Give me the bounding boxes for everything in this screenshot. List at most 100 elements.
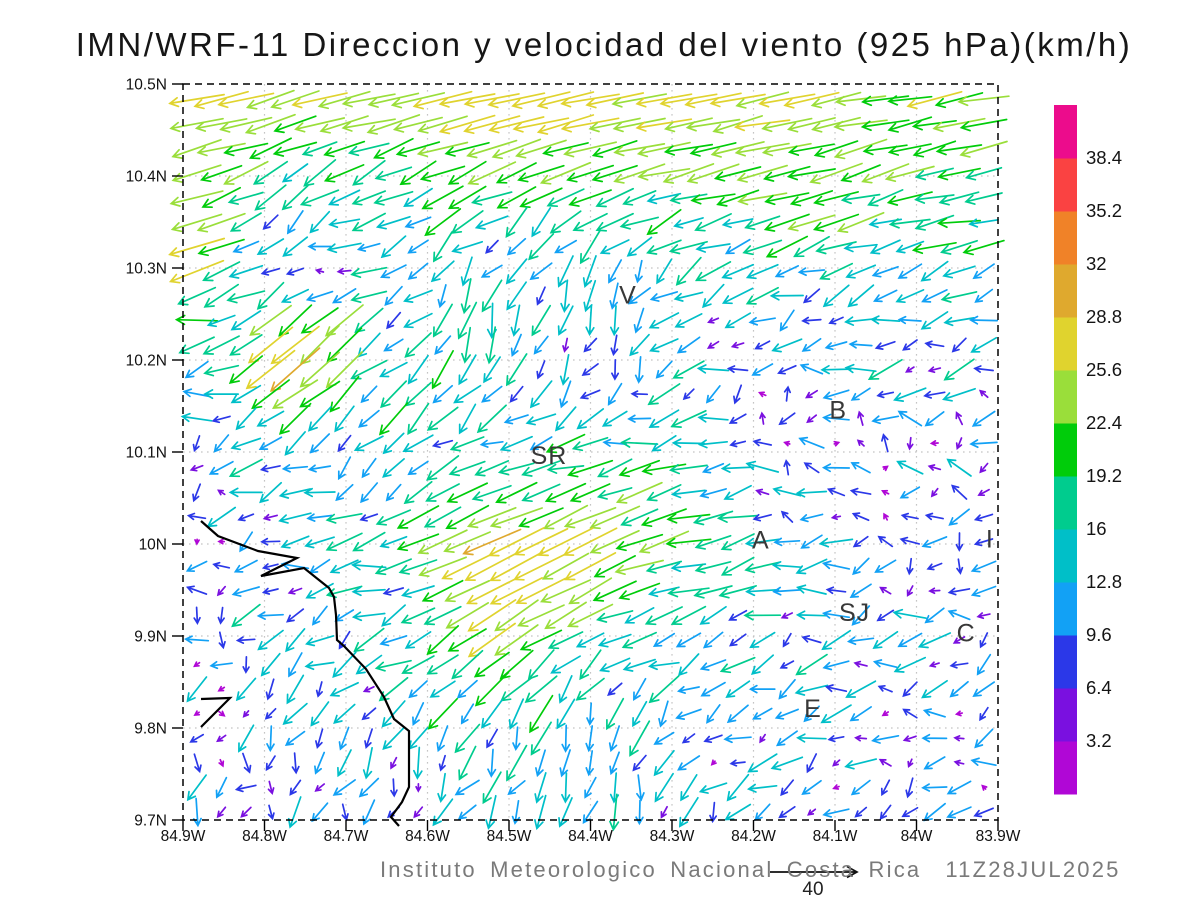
wind-arrow: [648, 409, 680, 429]
wind-arrow: [976, 653, 992, 676]
wind-arrow: [599, 239, 630, 255]
wind-arrow: [481, 279, 503, 313]
wind-arrow: [529, 436, 553, 451]
wind-arrow: [694, 534, 732, 550]
wind-arrow: [924, 340, 945, 349]
wind-arrow: [186, 774, 207, 802]
wind-arrow: [285, 608, 305, 623]
wind-arrow: [571, 436, 609, 452]
wind-arrow: [635, 93, 693, 108]
wind-arrow: [629, 333, 650, 357]
wind-arrow: [170, 213, 223, 233]
wind-arrow: [663, 117, 713, 133]
wind-arrow: [228, 264, 264, 279]
wind-arrow: [291, 92, 348, 109]
wind-arrow: [169, 190, 224, 207]
wind-arrow: [893, 387, 927, 402]
wind-arrow: [182, 388, 211, 398]
wind-arrow: [593, 555, 636, 578]
wind-arrow: [380, 380, 408, 409]
wind-arrow: [780, 612, 794, 619]
wind-arrow: [544, 601, 587, 630]
wind-arrow: [795, 558, 828, 575]
wind-arrow: [282, 236, 309, 257]
wind-arrow: [460, 256, 473, 287]
wind-arrow: [737, 192, 788, 206]
wind-arrow: [334, 405, 355, 433]
wind-arrow: [953, 759, 965, 767]
wind-arrow: [676, 336, 701, 354]
wind-arrow: [599, 657, 631, 673]
wind-arrow: [560, 117, 620, 133]
wind-arrow: [678, 796, 699, 828]
wind-arrow: [630, 390, 649, 398]
wind-arrow: [323, 140, 366, 158]
wind-arrow: [180, 412, 213, 423]
wind-arrow: [382, 587, 405, 596]
wind-arrow: [972, 681, 996, 697]
wind-arrow: [595, 610, 634, 623]
wind-arrow: [592, 580, 637, 602]
wind-arrow: [698, 782, 728, 794]
colorbar-label: 28.8: [1086, 306, 1122, 327]
wind-arrow: [591, 140, 638, 158]
wind-arrow: [460, 278, 472, 315]
wind-arrow: [844, 316, 878, 326]
wind-arrow: [426, 406, 459, 431]
wind-arrow: [585, 725, 595, 753]
lon-tick-label: 84W: [901, 828, 933, 845]
wind-arrow: [728, 413, 747, 424]
lat-tick-label: 9.8N: [134, 721, 167, 738]
reference-arrow: [770, 865, 859, 879]
wind-arrow: [545, 433, 586, 454]
wind-arrow: [426, 654, 459, 675]
wind-arrow: [645, 560, 683, 574]
wind-arrow: [644, 606, 683, 626]
wind-arrow: [579, 229, 602, 265]
wind-arrow: [505, 353, 528, 387]
wind-arrow: [733, 384, 743, 405]
wind-arrow: [612, 117, 666, 133]
wind-arrow: [812, 213, 860, 232]
wind-arrow: [769, 290, 804, 301]
wind-arrow: [751, 363, 774, 376]
wind-arrow: [267, 804, 275, 821]
wind-arrow: [662, 163, 715, 184]
wind-arrow: [192, 797, 202, 828]
wind-arrow: [458, 354, 477, 386]
wind-arrow: [764, 192, 810, 206]
wind-arrow: [649, 338, 679, 353]
wind-arrow: [353, 435, 384, 452]
wind-arrow: [171, 138, 222, 159]
wind-arrow: [231, 586, 260, 597]
wind-arrow: [466, 577, 518, 605]
wind-arrow: [194, 538, 200, 546]
wind-arrow: [303, 159, 337, 187]
wind-arrow: [969, 439, 998, 449]
wind-arrow: [677, 653, 700, 677]
wind-arrow: [515, 577, 567, 605]
wind-arrow: [795, 653, 828, 676]
wind-arrow: [723, 484, 752, 501]
wind-arrow: [437, 772, 447, 803]
wind-arrow: [943, 316, 975, 327]
wind-arrow: [554, 239, 578, 254]
wind-arrow: [712, 115, 763, 134]
wind-arrow: [390, 92, 446, 109]
wind-arrow: [310, 701, 330, 727]
wind-arrow: [947, 587, 971, 596]
wind-arrow: [534, 794, 547, 831]
axis-ticks: [172, 83, 999, 831]
wind-arrow: [473, 651, 510, 678]
wind-arrow: [912, 140, 957, 158]
wind-arrow: [774, 265, 800, 278]
wind-arrow: [663, 143, 714, 156]
wind-arrow: [893, 656, 927, 673]
wind-arrow: [287, 796, 302, 829]
wind-arrow: [899, 536, 921, 545]
wind-arrow: [932, 117, 986, 133]
wind-arrow: [856, 439, 865, 447]
wind-arrow: [201, 186, 242, 209]
wind-arrow: [379, 361, 408, 378]
